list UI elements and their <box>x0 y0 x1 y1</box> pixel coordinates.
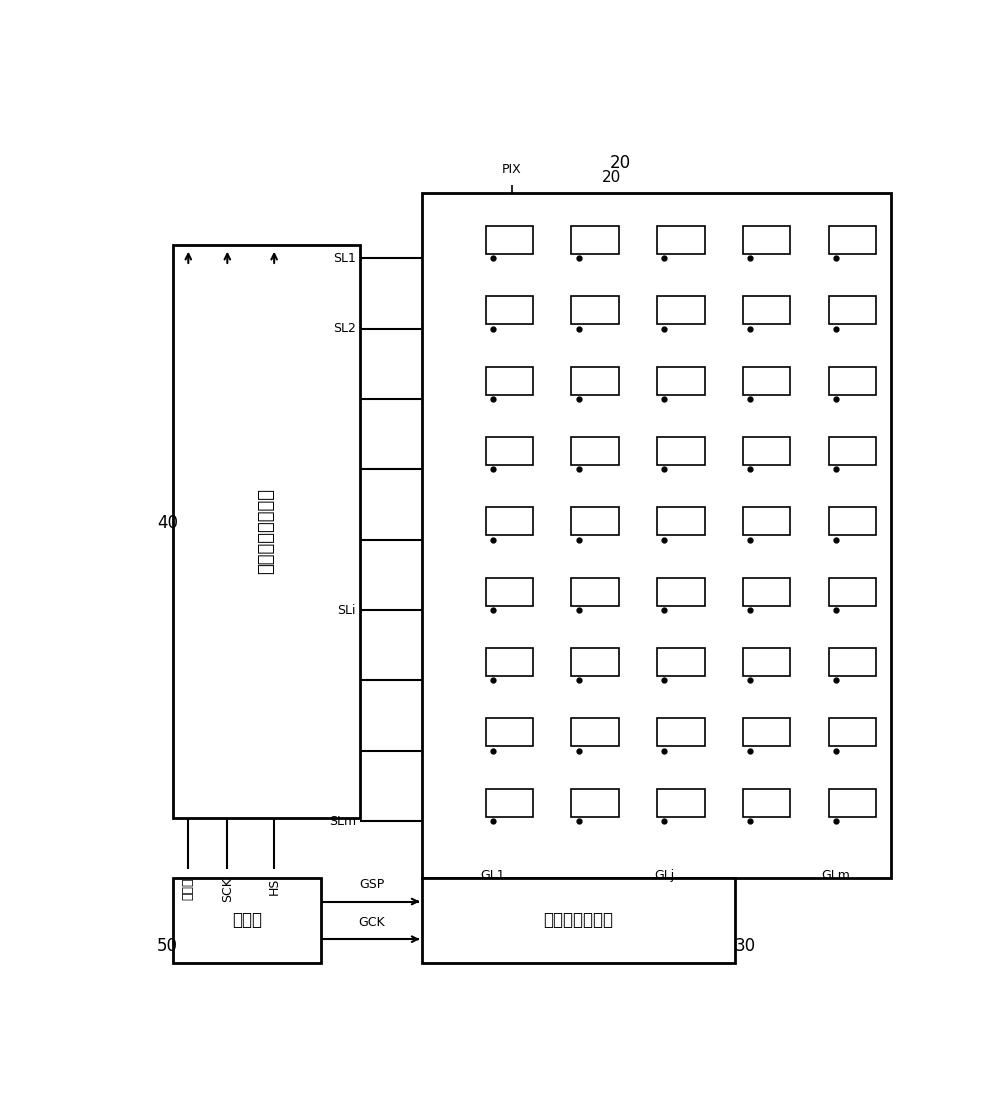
Text: SCK: SCK <box>221 878 234 902</box>
Text: GCK: GCK <box>358 915 385 929</box>
Bar <box>571 578 618 605</box>
Bar <box>485 367 533 394</box>
Bar <box>658 719 705 747</box>
Bar <box>658 578 705 605</box>
Bar <box>658 226 705 254</box>
Text: 20: 20 <box>602 170 621 184</box>
Bar <box>658 297 705 324</box>
Bar <box>485 578 533 605</box>
Bar <box>829 437 876 466</box>
Text: HS: HS <box>268 878 281 895</box>
Bar <box>571 437 618 466</box>
Text: SL2: SL2 <box>333 322 356 336</box>
Bar <box>658 437 705 466</box>
Text: GLj: GLj <box>655 869 675 882</box>
Bar <box>571 719 618 747</box>
Text: 控制部: 控制部 <box>232 911 262 930</box>
Bar <box>173 878 321 963</box>
Bar <box>743 719 790 747</box>
Text: PIX: PIX <box>501 163 522 176</box>
Bar <box>658 789 705 817</box>
Text: SL1: SL1 <box>333 252 356 264</box>
Bar <box>658 648 705 677</box>
Bar <box>829 578 876 605</box>
Bar <box>571 226 618 254</box>
Bar <box>571 297 618 324</box>
Bar <box>485 719 533 747</box>
Bar <box>829 226 876 254</box>
Bar <box>743 648 790 677</box>
Text: GLm: GLm <box>822 869 851 882</box>
Bar <box>485 437 533 466</box>
Bar <box>658 367 705 394</box>
Text: SLm: SLm <box>329 814 356 828</box>
Text: GSP: GSP <box>359 879 385 891</box>
Bar <box>743 789 790 817</box>
Bar <box>743 367 790 394</box>
Text: 源极总线驱动电路: 源极总线驱动电路 <box>258 488 275 574</box>
Bar <box>829 789 876 817</box>
Bar <box>485 508 533 536</box>
Bar <box>743 578 790 605</box>
Bar <box>423 193 890 878</box>
Bar <box>485 226 533 254</box>
Bar <box>485 648 533 677</box>
Bar <box>173 244 361 818</box>
Bar <box>485 297 533 324</box>
Bar <box>743 508 790 536</box>
Text: 50: 50 <box>157 937 178 954</box>
Text: SLi: SLi <box>337 603 356 617</box>
Bar <box>571 789 618 817</box>
Bar <box>829 508 876 536</box>
Bar <box>571 508 618 536</box>
Bar <box>658 508 705 536</box>
Text: 栏极线驱动电路: 栏极线驱动电路 <box>544 911 613 930</box>
Bar <box>571 367 618 394</box>
Bar <box>423 878 735 963</box>
Bar <box>829 297 876 324</box>
Bar <box>485 789 533 817</box>
Text: 30: 30 <box>735 937 755 954</box>
Bar <box>829 648 876 677</box>
Text: 灰度値: 灰度値 <box>182 878 194 900</box>
Bar <box>743 297 790 324</box>
Bar <box>743 226 790 254</box>
Bar <box>829 367 876 394</box>
Bar <box>571 648 618 677</box>
Text: GL1: GL1 <box>480 869 505 882</box>
Bar <box>743 437 790 466</box>
Text: 20: 20 <box>610 153 630 172</box>
Bar <box>829 719 876 747</box>
Text: 40: 40 <box>157 513 178 531</box>
